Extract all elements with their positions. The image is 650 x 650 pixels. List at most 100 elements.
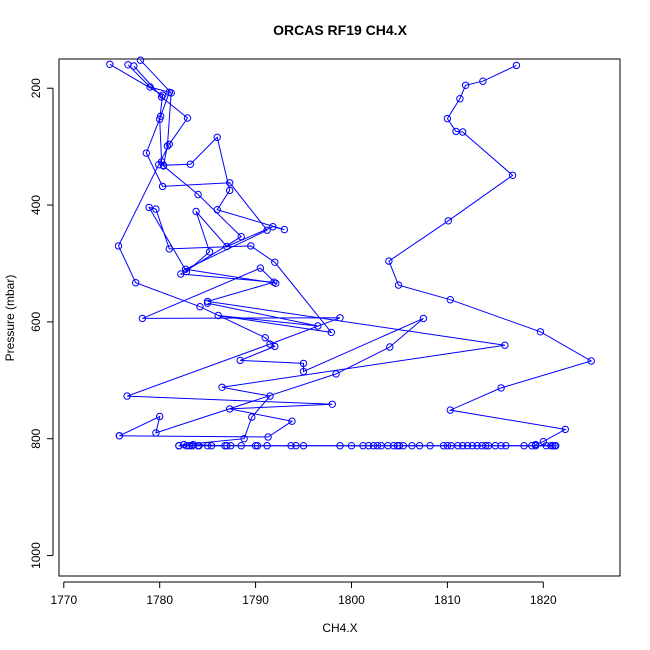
data-point xyxy=(123,392,131,400)
x-tick-label: 1810 xyxy=(434,593,461,607)
data-point xyxy=(248,413,256,421)
data-point xyxy=(152,429,160,437)
data-point xyxy=(459,128,467,136)
data-point xyxy=(484,442,493,450)
data-point xyxy=(263,442,271,450)
data-point xyxy=(336,314,344,322)
data-point xyxy=(561,425,569,434)
data-point xyxy=(482,442,490,450)
data-point xyxy=(165,140,174,149)
data-point xyxy=(207,442,216,450)
data-point xyxy=(236,356,244,365)
data-point xyxy=(156,412,164,421)
data-point xyxy=(247,242,255,250)
x-axis-label: CH4.X xyxy=(322,621,357,635)
data-point xyxy=(194,190,202,199)
data-point xyxy=(163,142,172,150)
data-point xyxy=(327,328,335,337)
y-tick-label: 400 xyxy=(29,195,43,215)
data-point xyxy=(195,442,203,450)
data-point xyxy=(261,334,269,342)
data-point xyxy=(446,406,454,414)
data-point xyxy=(115,432,124,440)
data-point xyxy=(264,433,272,441)
y-tick-label: 800 xyxy=(29,428,43,448)
data-point xyxy=(114,242,123,250)
data-point xyxy=(218,383,226,391)
series-line xyxy=(119,64,341,438)
data-point xyxy=(369,442,378,450)
data-point xyxy=(280,225,289,234)
data-point xyxy=(299,367,308,376)
data-point xyxy=(175,442,183,450)
x-tick-label: 1790 xyxy=(242,593,269,607)
data-point xyxy=(130,62,138,70)
data-point xyxy=(165,245,174,253)
data-point xyxy=(138,314,147,323)
data-point xyxy=(415,442,424,450)
data-point xyxy=(497,442,505,450)
data-point xyxy=(336,442,344,450)
data-point xyxy=(223,242,231,251)
data-point xyxy=(463,442,472,450)
data-point xyxy=(159,161,168,170)
x-tick-label: 1780 xyxy=(146,593,173,607)
y-tick-label: 600 xyxy=(29,312,43,332)
data-point xyxy=(542,442,550,450)
y-tick-label: 200 xyxy=(29,78,43,98)
data-point xyxy=(512,61,521,70)
data-point xyxy=(444,217,452,225)
data-point xyxy=(214,311,222,320)
data-point xyxy=(136,56,145,64)
data-point xyxy=(157,93,166,101)
data-point xyxy=(106,60,114,69)
data-point xyxy=(205,248,214,256)
data-point xyxy=(419,314,428,323)
data-point xyxy=(152,205,160,213)
data-point xyxy=(386,343,394,351)
data-point xyxy=(426,442,434,450)
data-point xyxy=(167,89,175,97)
series-1 xyxy=(385,61,595,449)
data-point xyxy=(359,442,367,450)
data-point xyxy=(443,114,452,123)
data-point xyxy=(213,206,221,214)
data-point xyxy=(183,114,192,122)
data-point xyxy=(186,160,195,168)
data-point xyxy=(182,442,191,450)
series-line xyxy=(388,64,593,446)
data-point xyxy=(479,77,487,85)
data-point xyxy=(223,442,231,450)
data-point xyxy=(158,182,167,191)
data-point xyxy=(192,207,200,216)
data-point xyxy=(203,299,212,307)
series-line xyxy=(117,65,424,437)
x-tick-label: 1820 xyxy=(530,593,557,607)
data-point xyxy=(456,95,464,103)
plot-area xyxy=(106,56,595,450)
data-point xyxy=(551,442,559,450)
series-line xyxy=(140,59,333,334)
data-point xyxy=(269,223,277,231)
data-point xyxy=(390,442,398,450)
data-point xyxy=(587,357,595,365)
data-point xyxy=(185,442,194,450)
data-point xyxy=(328,400,336,408)
data-point xyxy=(226,179,234,187)
data-point xyxy=(272,279,280,287)
data-point xyxy=(399,442,407,450)
data-point xyxy=(408,442,416,450)
data-point xyxy=(213,133,221,142)
data-point xyxy=(393,442,402,450)
data-point xyxy=(271,258,279,266)
data-point xyxy=(454,442,462,450)
data-point xyxy=(439,442,448,450)
data-point xyxy=(536,328,545,336)
data-point xyxy=(145,203,153,212)
data-point xyxy=(256,264,265,272)
data-point xyxy=(501,341,509,349)
data-point xyxy=(189,440,198,449)
data-point xyxy=(253,442,262,450)
data-point xyxy=(531,442,540,450)
